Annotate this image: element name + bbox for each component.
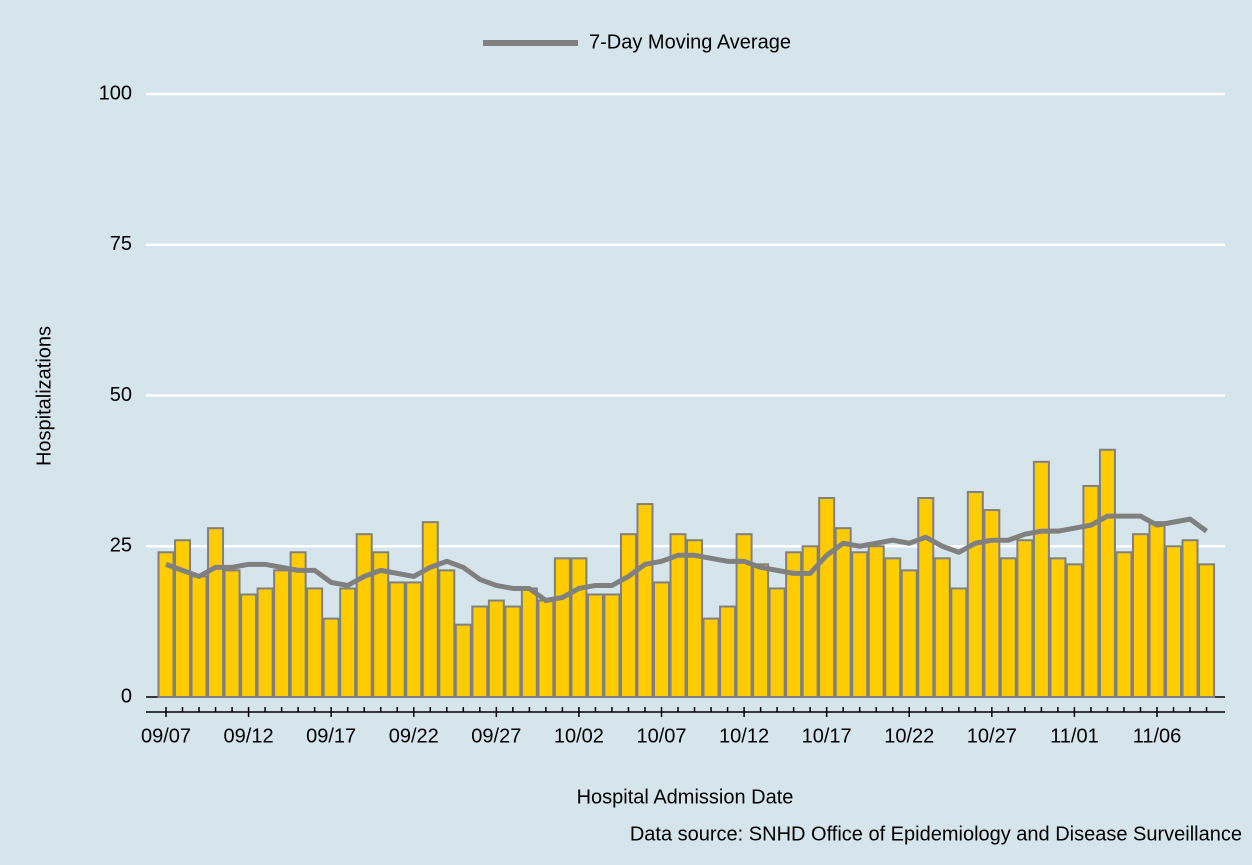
- bar: [240, 593, 258, 698]
- bar: [917, 497, 935, 699]
- y-tick-label: 75: [110, 233, 132, 255]
- bar: [1165, 545, 1183, 698]
- x-tick-label: 11/06: [1133, 725, 1182, 747]
- moving-average-line: [165, 513, 1209, 604]
- bar: [933, 557, 951, 698]
- bar: [355, 533, 373, 698]
- bar: [586, 593, 604, 698]
- bar: [702, 617, 720, 698]
- bar: [1115, 551, 1133, 699]
- bar: [999, 557, 1017, 698]
- bar: [322, 617, 340, 698]
- x-tick-label: 09/12: [224, 725, 274, 747]
- bar: [735, 533, 753, 698]
- x-tick-label: 09/17: [306, 725, 356, 747]
- bar: [653, 581, 670, 698]
- legend-label: 7-Day Moving Average: [589, 31, 791, 53]
- bar: [504, 605, 522, 698]
- bar: [867, 545, 885, 698]
- bar: [207, 527, 225, 698]
- bar: [719, 605, 737, 698]
- bar: [1098, 448, 1116, 698]
- bar: [619, 533, 637, 698]
- bar: [983, 509, 1001, 698]
- bar: [487, 599, 505, 699]
- bar: [1198, 563, 1216, 699]
- x-tick-label: 11/01: [1050, 725, 1099, 747]
- bar: [454, 623, 472, 699]
- x-tick-label: 10/12: [719, 725, 769, 747]
- x-tick-label: 10/27: [967, 725, 1017, 747]
- source-note: Data source: SNHD Office of Epidemiology…: [630, 823, 1242, 845]
- bar: [834, 527, 852, 698]
- bar: [157, 551, 175, 699]
- bar: [603, 593, 621, 698]
- bar: [289, 551, 307, 699]
- x-tick-label: 09/22: [389, 725, 439, 747]
- bar: [174, 539, 192, 698]
- bar: [785, 551, 803, 699]
- bar: [801, 545, 819, 698]
- bar: [1148, 521, 1166, 698]
- bar: [818, 497, 836, 699]
- bar: [190, 575, 208, 699]
- bar: [520, 587, 538, 699]
- bar: [471, 605, 489, 698]
- y-tick-label: 0: [121, 685, 132, 707]
- bar: [223, 569, 241, 698]
- bar: [405, 581, 423, 698]
- bar: [1131, 533, 1149, 698]
- bar: [768, 587, 786, 699]
- bar: [1065, 563, 1083, 699]
- bar: [1032, 460, 1050, 698]
- x-tick-label: 10/02: [554, 725, 604, 747]
- bar: [900, 569, 918, 698]
- bar: [388, 581, 406, 698]
- y-tick-label: 50: [110, 384, 132, 406]
- bar: [372, 551, 390, 699]
- bar: [1181, 539, 1199, 698]
- y-tick-label: 25: [110, 535, 132, 557]
- bar: [1049, 557, 1067, 698]
- bar: [669, 533, 687, 698]
- bar: [273, 569, 291, 698]
- y-axis-label: Hospitalizations: [33, 326, 55, 466]
- bar: [950, 587, 968, 699]
- bar: [256, 587, 274, 699]
- x-tick-label: 10/07: [636, 725, 686, 747]
- x-tick-label: 10/17: [802, 725, 852, 747]
- bar: [553, 557, 571, 698]
- bar: [438, 569, 456, 698]
- bar: [851, 551, 869, 699]
- x-tick-label: 09/07: [141, 725, 191, 747]
- bar: [1082, 484, 1100, 699]
- bar: [1016, 539, 1034, 698]
- y-tick-label: 100: [99, 82, 132, 104]
- bar: [752, 563, 770, 699]
- bar: [636, 503, 654, 699]
- bar: [306, 587, 324, 699]
- bar: [421, 521, 439, 698]
- bar: [339, 587, 357, 699]
- bar: [966, 490, 984, 699]
- bar: [537, 599, 555, 699]
- x-axis-label: Hospital Admission Date: [577, 786, 794, 808]
- bar: [686, 539, 704, 698]
- bar: [570, 557, 588, 698]
- bar: [884, 557, 902, 698]
- x-tick-label: 09/27: [471, 725, 521, 747]
- x-tick-label: 10/22: [884, 725, 934, 747]
